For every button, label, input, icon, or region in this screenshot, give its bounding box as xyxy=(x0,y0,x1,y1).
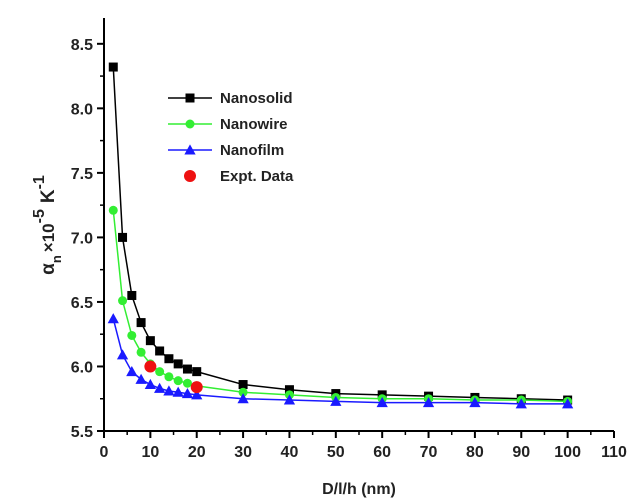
y-tick-label: 8.0 xyxy=(71,101,93,118)
y-tick-label: 5.5 xyxy=(71,424,93,441)
data-point-nanofilm xyxy=(116,349,129,360)
series-nanosolid xyxy=(108,62,573,405)
legend-marker-nanofilm xyxy=(184,144,196,155)
data-point-nanofilm xyxy=(469,396,481,408)
y-axis-title: αn ×10-5 K-1 xyxy=(31,175,64,275)
data-point-nanowire xyxy=(182,378,192,388)
legend-item-nanosolid: Nanosolid xyxy=(168,90,293,107)
data-point-nanosolid xyxy=(108,62,118,72)
y-tick-label: 8.5 xyxy=(71,37,93,54)
series-line-nanosolid xyxy=(112,67,568,401)
data-point-nanofilm xyxy=(562,398,574,409)
data-point-nanosolid xyxy=(284,385,294,395)
data-point-nanofilm xyxy=(135,373,147,384)
data-point-expt-data xyxy=(144,360,157,373)
series-nanowire xyxy=(108,205,573,406)
legend-marker-nanowire xyxy=(185,119,195,129)
legend-label-nanofilm: Nanofilm xyxy=(220,142,284,159)
data-point-expt-data xyxy=(190,381,203,394)
y-tick-label: 7.5 xyxy=(71,166,93,183)
legend-label-nanowire: Nanowire xyxy=(220,116,288,133)
data-point-nanosolid xyxy=(164,354,174,364)
data-point-nanofilm xyxy=(283,394,296,405)
x-tick-label: 10 xyxy=(141,444,159,461)
y-tick-label: 7.0 xyxy=(71,230,93,247)
x-tick-label: 0 xyxy=(100,444,109,461)
data-point-nanosolid xyxy=(182,364,192,374)
legend-marker-expt-data xyxy=(184,170,196,182)
legend-marker-nanosolid xyxy=(185,93,195,103)
x-tick-label: 60 xyxy=(373,444,391,461)
data-point-nanofilm xyxy=(107,313,119,324)
x-tick-label: 100 xyxy=(554,444,581,461)
data-point-nanosolid xyxy=(118,232,128,242)
data-point-nanosolid xyxy=(155,346,165,356)
data-point-nanofilm xyxy=(181,387,194,399)
data-point-nanosolid xyxy=(238,380,248,390)
x-tick-label: 20 xyxy=(188,444,206,461)
x-tick-label: 30 xyxy=(234,444,252,461)
data-point-nanosolid xyxy=(145,336,155,346)
legend-label-expt-data: Expt. Data xyxy=(220,168,294,185)
data-point-nanowire xyxy=(173,376,183,386)
series-expt-data xyxy=(144,360,203,394)
data-point-nanosolid xyxy=(192,367,202,377)
data-point-nanofilm xyxy=(330,395,342,406)
data-point-nanofilm xyxy=(172,386,184,397)
data-point-nanofilm xyxy=(126,366,138,377)
y-tick-label: 6.0 xyxy=(71,359,93,376)
x-tick-label: 40 xyxy=(281,444,299,461)
legend-item-nanowire: Nanowire xyxy=(168,116,288,133)
series-line-nanowire xyxy=(112,210,568,403)
data-point-nanofilm xyxy=(237,393,249,404)
legend-label-nanosolid: Nanosolid xyxy=(220,90,293,107)
data-point-nanofilm xyxy=(515,398,527,409)
data-point-nanosolid xyxy=(127,290,137,300)
data-point-nanowire xyxy=(127,330,137,340)
data-point-nanowire xyxy=(238,387,248,397)
x-axis-title: D/l/h (nm) xyxy=(322,481,396,498)
legend: Nanosolid Nanowire Nanofilm Expt. Data xyxy=(168,90,294,185)
legend-item-expt-data: Expt. Data xyxy=(184,168,294,185)
y-axis-unit: K xyxy=(38,189,59,203)
data-point-nanowire xyxy=(155,367,165,377)
data-point-nanofilm xyxy=(163,385,175,396)
legend-item-nanofilm: Nanofilm xyxy=(168,142,284,159)
x-tick-label: 70 xyxy=(420,444,438,461)
x-tick-label: 80 xyxy=(466,444,484,461)
series-nanofilm xyxy=(107,313,574,409)
x-tick-label: 90 xyxy=(512,444,530,461)
x-tick-label: 50 xyxy=(327,444,345,461)
data-point-nanowire xyxy=(118,296,128,306)
data-point-nanofilm xyxy=(144,378,156,390)
y-tick-label: 6.5 xyxy=(71,295,93,312)
data-point-nanowire xyxy=(136,347,146,357)
y-axis-unit-exponent: -1 xyxy=(31,175,48,189)
data-point-nanowire xyxy=(164,372,174,382)
data-point-nanofilm xyxy=(191,389,203,400)
data-point-nanowire xyxy=(108,205,118,215)
y-axis-symbol: α xyxy=(38,263,59,275)
data-point-nanofilm xyxy=(422,396,435,408)
y-axis-multiplier: ×10 xyxy=(39,223,58,252)
y-axis-subscript: n xyxy=(49,255,64,263)
data-point-nanofilm xyxy=(376,396,388,408)
y-axis-exponent: -5 xyxy=(31,209,48,223)
plot-area: 0 10 20 30 40 50 60 70 80 90 100 110 5.5 6.0 6.5 7.0 7.5… xyxy=(31,18,627,498)
x-tick-label: 110 xyxy=(601,444,627,461)
data-point-nanosolid xyxy=(173,359,183,369)
data-point-nanosolid xyxy=(136,318,146,328)
data-point-nanofilm xyxy=(154,382,166,393)
